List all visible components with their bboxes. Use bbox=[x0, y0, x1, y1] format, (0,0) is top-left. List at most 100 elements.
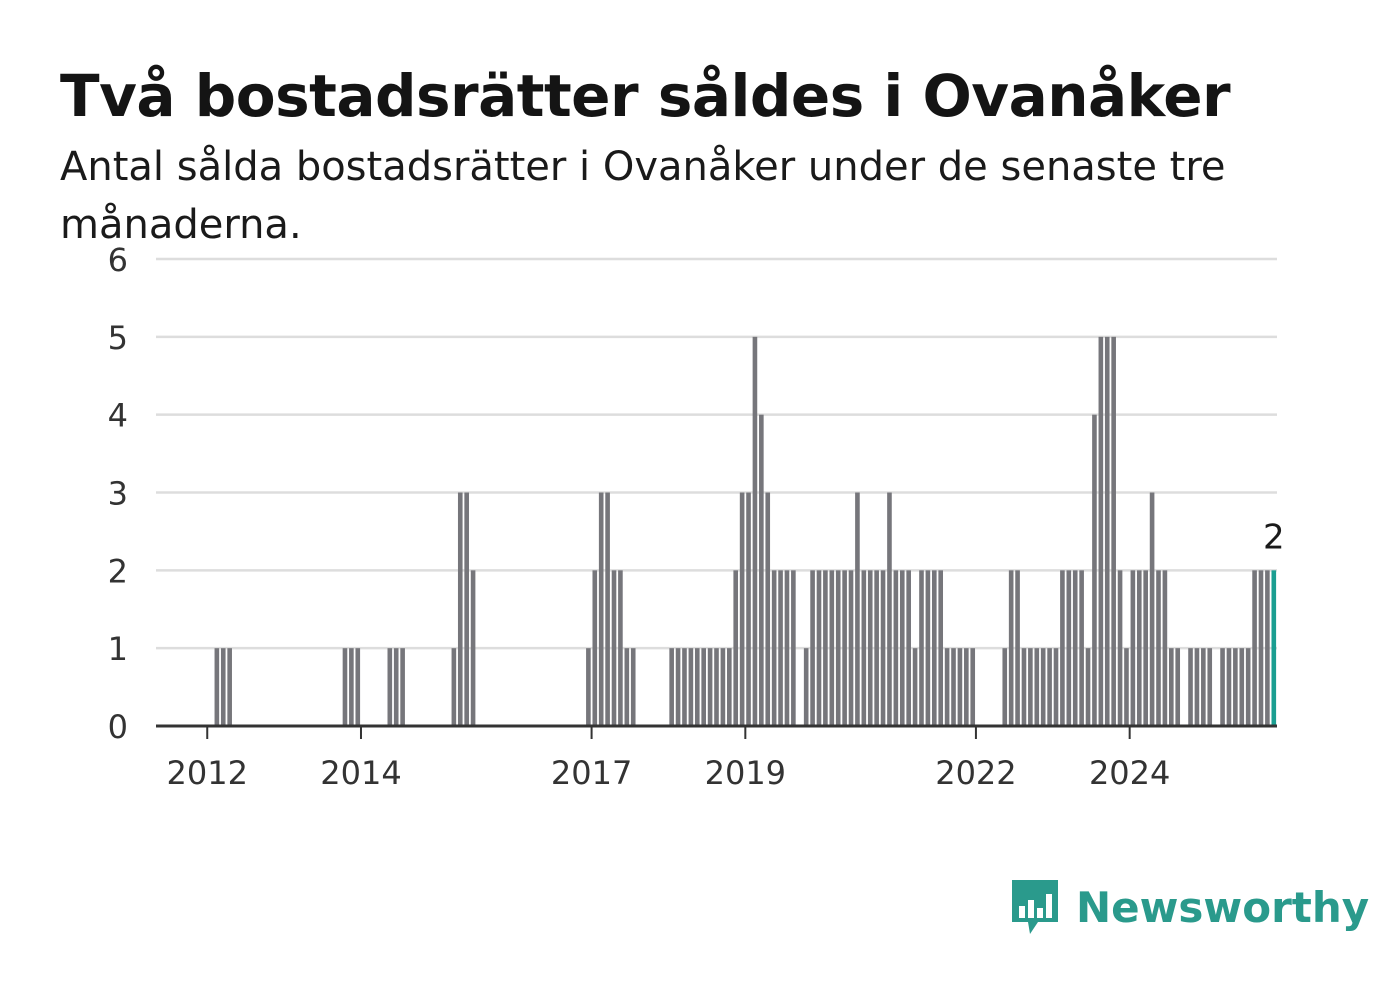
bar bbox=[688, 648, 694, 726]
y-axis-labels: 0 1 2 3 4 5 6 bbox=[108, 241, 128, 746]
bar bbox=[592, 570, 598, 726]
bar bbox=[739, 492, 745, 726]
bar bbox=[1162, 570, 1168, 726]
bar bbox=[457, 492, 463, 726]
bar bbox=[842, 570, 847, 726]
bar bbox=[1085, 648, 1091, 726]
bar bbox=[861, 570, 867, 726]
brand-logo: Newsworthy bbox=[1008, 876, 1369, 938]
x-tick-label: 2022 bbox=[935, 754, 1016, 792]
bar bbox=[1168, 648, 1174, 726]
bar bbox=[855, 492, 860, 726]
bar bbox=[1252, 570, 1257, 726]
bar bbox=[675, 648, 681, 726]
bar bbox=[1002, 648, 1008, 726]
bar bbox=[630, 648, 636, 726]
bar bbox=[1194, 648, 1200, 726]
bar bbox=[669, 648, 674, 726]
bar bbox=[701, 648, 706, 726]
bar bbox=[1136, 570, 1142, 726]
bar bbox=[214, 648, 220, 726]
bar bbox=[1143, 570, 1148, 726]
bar bbox=[931, 570, 937, 726]
bar bbox=[1265, 570, 1270, 726]
bar bbox=[1021, 648, 1027, 726]
bar-highlight bbox=[1271, 570, 1277, 726]
y-tick-label: 2 bbox=[108, 552, 128, 590]
bar bbox=[400, 648, 405, 726]
x-tick-label: 2017 bbox=[551, 754, 632, 792]
bar bbox=[1258, 570, 1264, 726]
bar bbox=[1092, 414, 1097, 726]
bar bbox=[1130, 570, 1136, 726]
bar bbox=[970, 648, 976, 726]
bar bbox=[951, 648, 956, 726]
bar bbox=[694, 648, 700, 726]
bar bbox=[810, 570, 815, 726]
bar bbox=[1060, 570, 1065, 726]
bar bbox=[1207, 648, 1213, 726]
bar bbox=[464, 492, 469, 726]
bar bbox=[829, 570, 835, 726]
bar bbox=[1047, 648, 1052, 726]
y-tick-label: 6 bbox=[108, 241, 128, 279]
bar bbox=[906, 570, 911, 726]
newsworthy-logo-icon bbox=[1012, 880, 1058, 934]
bar bbox=[451, 648, 457, 726]
bar bbox=[816, 570, 822, 726]
bar bbox=[349, 648, 354, 726]
bar bbox=[880, 570, 886, 726]
data-labels: 2 bbox=[1263, 517, 1285, 557]
bar bbox=[1201, 648, 1206, 726]
bar bbox=[387, 648, 393, 726]
bar bbox=[752, 336, 758, 726]
bar bbox=[714, 648, 719, 726]
bar bbox=[1015, 570, 1020, 726]
bar bbox=[720, 648, 726, 726]
bar bbox=[1034, 648, 1040, 726]
x-tick-label: 2024 bbox=[1089, 754, 1170, 792]
bar bbox=[835, 570, 841, 726]
bar bbox=[1111, 336, 1116, 726]
bar bbox=[605, 492, 610, 726]
bar-chart: 0 1 2 3 4 5 6 2012 2014 2017 2019 2022 2024 2 bbox=[108, 241, 1285, 792]
bar bbox=[624, 648, 630, 726]
bar bbox=[1072, 570, 1078, 726]
bar bbox=[867, 570, 873, 726]
bar bbox=[1239, 648, 1245, 726]
bar bbox=[618, 570, 623, 726]
y-tick-label: 1 bbox=[108, 630, 128, 668]
bar bbox=[611, 570, 617, 726]
bar bbox=[1220, 648, 1225, 726]
bar bbox=[1233, 648, 1238, 726]
brand-name: Newsworthy bbox=[1076, 882, 1370, 932]
bar bbox=[765, 492, 771, 726]
bar bbox=[938, 570, 944, 726]
bar bbox=[1245, 648, 1251, 726]
bar bbox=[1053, 648, 1059, 726]
bar bbox=[1117, 570, 1123, 726]
bar bbox=[784, 570, 790, 726]
bar bbox=[759, 414, 764, 726]
bar bbox=[1226, 648, 1232, 726]
bar bbox=[227, 648, 232, 726]
bar bbox=[1175, 648, 1181, 726]
bar bbox=[944, 648, 950, 726]
bar bbox=[393, 648, 399, 726]
page-title: Två bostadsrätter såldes i Ovanåker bbox=[60, 62, 1231, 130]
bar bbox=[778, 570, 783, 726]
x-axis bbox=[156, 724, 1277, 739]
bar bbox=[925, 570, 931, 726]
bar bbox=[964, 648, 969, 726]
bar bbox=[771, 570, 777, 726]
bar bbox=[707, 648, 713, 726]
y-tick-label: 4 bbox=[108, 397, 128, 435]
bar bbox=[1008, 570, 1014, 726]
bars bbox=[214, 336, 1277, 726]
bar bbox=[899, 570, 905, 726]
bar bbox=[957, 648, 963, 726]
bar bbox=[848, 570, 854, 726]
x-tick-label: 2012 bbox=[167, 754, 248, 792]
bar bbox=[682, 648, 687, 726]
bar bbox=[220, 648, 226, 726]
